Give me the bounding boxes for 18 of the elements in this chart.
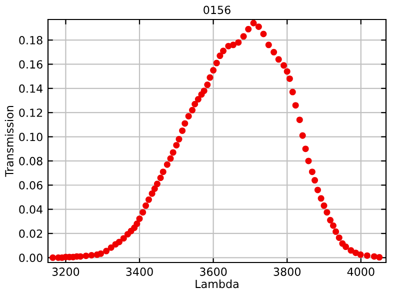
x-tick-label: 4000 xyxy=(347,268,374,276)
x-tick-label: 3400 xyxy=(126,268,153,276)
y-axis-title: Transmission xyxy=(4,106,14,177)
y-tick-label: 0.12 xyxy=(19,108,42,117)
x-axis-title: Lambda xyxy=(196,280,238,288)
y-tick-label: 0.04 xyxy=(19,205,43,214)
y-tick-label: 0.06 xyxy=(19,181,42,190)
y-tick-label: 0.10 xyxy=(19,132,42,142)
y-tick-label: 0.18 xyxy=(19,36,42,44)
y-tick-label: 0.02 xyxy=(19,229,42,238)
x-tick-label: 3200 xyxy=(52,268,80,276)
y-tick-label: 0.08 xyxy=(19,156,42,166)
x-tick-label: 3800 xyxy=(274,268,301,276)
y-tick-label: 0.14 xyxy=(19,84,43,93)
y-tick-label: 0.16 xyxy=(19,60,42,69)
chart-title: 0156 xyxy=(204,6,230,14)
x-tick-label: 3600 xyxy=(200,268,227,276)
y-tick-label: 0.00 xyxy=(19,254,42,262)
